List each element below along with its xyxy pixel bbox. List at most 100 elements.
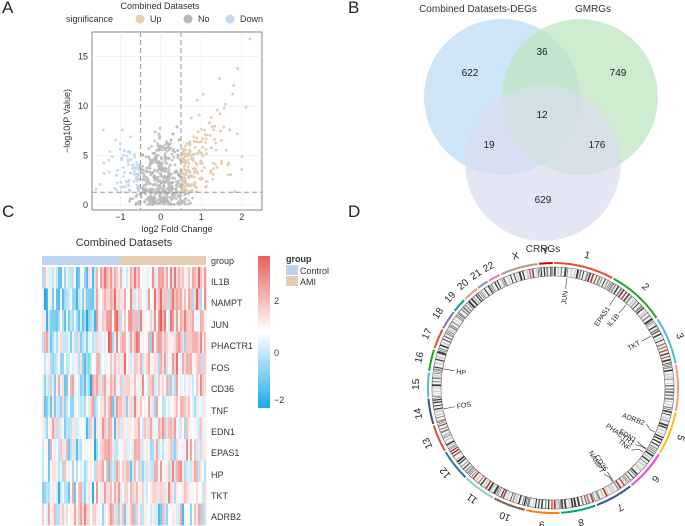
heatmap-cell — [152, 482, 155, 504]
heatmap-cell — [200, 417, 203, 440]
heatmap-cell — [164, 331, 167, 354]
heatmap-cell — [182, 331, 185, 354]
heatmap-cell — [126, 460, 129, 483]
heatmap-cell — [82, 503, 85, 526]
heatmap-cell — [70, 310, 73, 332]
chromosome-band — [546, 267, 549, 277]
heatmap-cell — [156, 460, 159, 483]
heatmap-cell — [68, 310, 71, 332]
chromosome-band — [569, 268, 573, 278]
chromosome-band — [661, 358, 671, 363]
heatmap-cell — [76, 439, 79, 461]
heatmap-cell — [126, 353, 129, 375]
heatmap-cell — [182, 439, 185, 461]
heatmap-cell — [154, 288, 157, 311]
volcano-y-ticks: 0 5 10 15 — [78, 52, 88, 210]
y-tick-label: 15 — [78, 52, 88, 62]
heatmap-cell — [84, 439, 87, 461]
point-no — [156, 184, 160, 188]
point-no — [154, 199, 158, 203]
chromosome-label: 9 — [538, 518, 545, 526]
heatmap-cell — [200, 503, 203, 526]
heatmap-cell — [172, 310, 175, 332]
point-no — [144, 155, 148, 159]
heatmap-cell — [106, 439, 109, 461]
heatmap-cell — [98, 374, 101, 397]
heatmap-cell — [192, 439, 195, 461]
heatmap-cell — [44, 288, 47, 311]
heatmap-cell — [54, 353, 57, 375]
point-no — [175, 125, 179, 129]
point-down — [133, 153, 136, 157]
heatmap-cell — [44, 439, 47, 461]
point-no — [172, 202, 176, 206]
heatmap-cell — [56, 460, 59, 483]
chromosome-outer-ring — [465, 477, 494, 499]
point-no — [141, 153, 145, 157]
point-down — [138, 173, 142, 176]
point-no — [161, 202, 165, 206]
legend-no-label: No — [198, 14, 210, 24]
point-up — [199, 151, 203, 155]
heatmap-cell — [154, 396, 157, 418]
heatmap-cell — [162, 310, 165, 332]
heatmap-cell — [100, 267, 103, 289]
point-no — [146, 203, 150, 206]
chromosome-band — [625, 295, 633, 304]
heatmap-cell — [98, 396, 101, 418]
heatmap-cell — [72, 396, 75, 418]
heatmap-cell — [190, 417, 193, 440]
heatmap-cell — [140, 310, 143, 332]
heatmap-cell — [196, 396, 199, 418]
gene-label: ADRB2 — [621, 412, 645, 427]
heatmap-cell — [80, 417, 83, 440]
heatmap-cell — [56, 267, 59, 289]
heatmap-cell — [168, 417, 171, 440]
heatmap-cell — [156, 353, 159, 375]
heatmap-cell — [142, 267, 145, 289]
chromosome-label: 1 — [583, 250, 592, 262]
point-no — [165, 162, 169, 165]
heatmap-cell — [48, 374, 51, 397]
gene-tick — [603, 473, 613, 482]
heatmap-cell — [136, 503, 139, 526]
heatmap-cell — [152, 310, 155, 332]
heatmap-cell — [110, 503, 113, 526]
heatmap-cell — [170, 331, 173, 354]
heatmap-cell — [66, 310, 69, 332]
heatmap-cell — [130, 417, 133, 440]
heatmap-cell — [76, 288, 79, 311]
point-no — [148, 182, 152, 186]
heatmap-cell — [172, 417, 175, 440]
heatmap-cell — [158, 482, 161, 504]
heatmap-cell — [136, 460, 139, 483]
heatmap-cell — [166, 374, 169, 397]
heatmap-cell — [104, 310, 107, 332]
heatmap-cell — [80, 439, 83, 461]
heatmap-cell — [92, 353, 95, 375]
heatmap-cell — [98, 503, 101, 526]
heatmap-cell — [146, 267, 149, 289]
heatmap-cell — [56, 503, 59, 526]
chromosome-label: 6 — [649, 473, 661, 485]
heatmap-cell — [122, 374, 125, 397]
heatmap-cell — [62, 288, 65, 311]
heatmap-cell — [170, 353, 173, 375]
heatmap-cell — [130, 331, 133, 354]
heatmap-cell — [202, 482, 205, 504]
heatmap-cell — [174, 374, 177, 397]
heatmap-cell — [76, 267, 79, 289]
heatmap-cell — [54, 503, 57, 526]
chromosome-band — [639, 457, 648, 465]
heatmap-cell — [114, 267, 117, 289]
heatmap-cell — [164, 353, 167, 375]
heatmap-cell — [68, 396, 71, 418]
heatmap-cell — [142, 353, 145, 375]
chromosome-band — [521, 270, 526, 280]
chromosome-label: 15 — [411, 378, 422, 390]
chromosome-band — [645, 450, 654, 457]
heatmap-cell — [122, 396, 125, 418]
heatmap-cell — [68, 288, 71, 311]
heatmap-cell — [178, 396, 181, 418]
chromosome-band — [521, 496, 525, 506]
